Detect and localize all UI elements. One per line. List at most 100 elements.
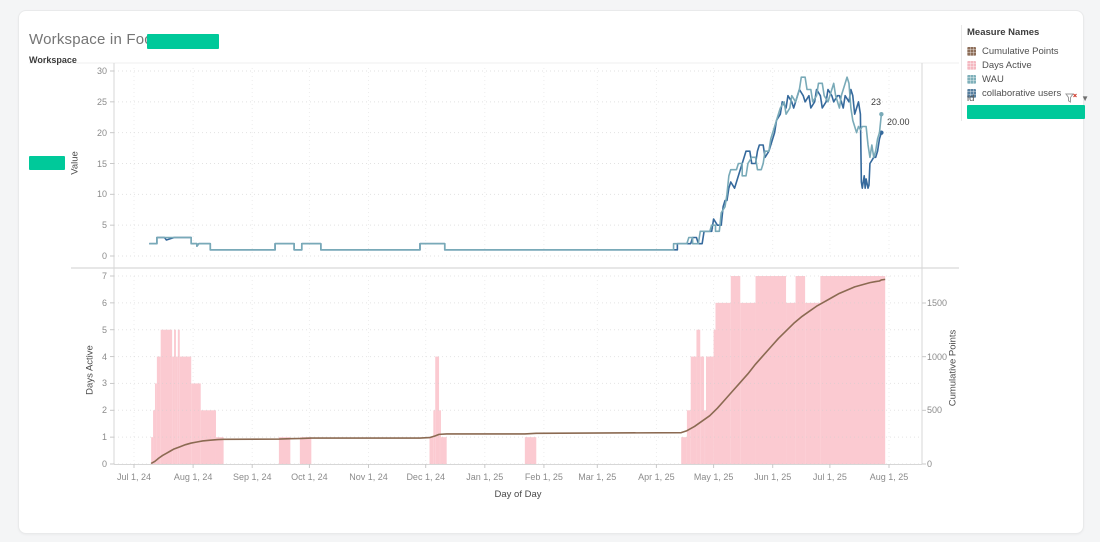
collab-end-value-label: 20.00 <box>887 117 910 127</box>
top-y-tick-label: 20 <box>96 127 107 138</box>
legend-item-days-active[interactable]: Days Active <box>967 58 1089 72</box>
days-active-bar <box>177 329 180 464</box>
days-active-bar <box>820 276 886 464</box>
days-active-bar <box>172 356 175 464</box>
cumulative-points-tick-label: 500 <box>927 405 943 416</box>
days-active-bar <box>435 356 440 464</box>
days-active-tick-label: 7 <box>101 271 107 281</box>
legend-title: Measure Names <box>967 27 1040 38</box>
line-end-marker <box>879 111 884 117</box>
days-active-tick-label: 6 <box>101 297 107 308</box>
sheet-title: Workspace <box>29 55 77 65</box>
chart-canvas <box>29 62 959 468</box>
days-active-bar <box>755 276 787 464</box>
x-axis-tick-label: Mar 1, 25 <box>578 472 617 482</box>
days-active-bar <box>429 437 434 464</box>
days-active-bar <box>686 410 691 464</box>
x-axis-tick-label: Aug 1, 25 <box>869 472 909 482</box>
days-active-bar <box>715 302 731 464</box>
top-y-tick-label: 30 <box>96 66 107 76</box>
days-active-tick-label: 0 <box>101 459 107 469</box>
days-active-bar <box>524 437 537 464</box>
id-filter-redaction-block <box>967 105 1085 119</box>
legend-item-cumulative-points[interactable]: Cumulative Points <box>967 44 1089 58</box>
id-filter[interactable]: id ▼ <box>967 93 1089 104</box>
top-y-tick-label: 5 <box>101 220 107 231</box>
x-axis-tick-label: Jul 1, 25 <box>812 472 847 482</box>
x-axis-tick-label: Dec 1, 24 <box>406 472 445 482</box>
x-axis-tick-label: Jun 1, 25 <box>754 472 792 482</box>
x-axis-tick-label: Apr 1, 25 <box>638 472 675 482</box>
legend-item-wau[interactable]: WAU <box>967 72 1089 86</box>
days-active-bar <box>740 302 756 464</box>
cumulative-points-tick-label: 0 <box>927 459 933 469</box>
legend-item-label: Cumulative Points <box>982 45 1059 57</box>
days-active-bar <box>730 276 741 464</box>
x-axis-tick-label: Nov 1, 24 <box>349 472 388 482</box>
days-active-tick-label: 4 <box>101 351 107 362</box>
collaborative-users-swatch <box>967 88 976 98</box>
days-active-bar <box>439 410 441 464</box>
days-active-bar <box>713 329 716 464</box>
panel-divider <box>961 25 962 121</box>
x-axis-tick-label: Oct 1, 24 <box>291 472 328 482</box>
cumulative-points-swatch <box>967 46 976 56</box>
row-label-redaction-block <box>29 156 65 170</box>
wau-swatch <box>967 74 976 84</box>
top-y-tick-label: 15 <box>96 158 107 169</box>
days-active-bar <box>278 437 291 464</box>
days-active-bar <box>440 437 447 464</box>
x-axis-tick-label: May 1, 25 <box>693 472 734 482</box>
legend-item-label: collaborative users <box>982 87 1062 99</box>
x-axis-tick-label: Sep 1, 24 <box>232 472 272 482</box>
dashboard-card: Workspace in Focus Workspace Value Days … <box>18 10 1089 534</box>
days-active-bar <box>191 383 201 464</box>
days-active-bar <box>151 437 154 464</box>
days-active-bar <box>704 410 706 464</box>
days-active-bar <box>299 437 312 464</box>
days-active-bar <box>175 356 178 464</box>
x-axis-tick-label: Jan 1, 25 <box>466 472 504 482</box>
days-active-bar <box>200 410 216 464</box>
days-active-bar <box>795 276 806 464</box>
days-active-bar <box>690 356 697 464</box>
cumulative-points-tick-label: 1500 <box>927 298 948 308</box>
measure-names-legend: Measure Names Cumulative Points Days Act… <box>967 27 1089 100</box>
days-active-bar <box>705 356 714 464</box>
legend-item-collaborative-users[interactable]: collaborative users <box>967 86 1089 100</box>
days-active-bar <box>160 329 173 464</box>
days-active-bar <box>681 437 687 464</box>
x-axis-tick-label: Aug 1, 24 <box>173 472 213 482</box>
collaborative-users-line <box>149 88 883 251</box>
days-active-swatch <box>967 60 976 70</box>
top-y-tick-label: 0 <box>101 251 107 261</box>
days-active-bar <box>179 356 192 464</box>
wau-end-value-label: 23 <box>871 97 882 107</box>
x-axis-tick-label: Jul 1, 24 <box>116 472 152 482</box>
exclude-filter-icon[interactable] <box>1065 93 1077 104</box>
days-active-tick-label: 3 <box>101 378 107 389</box>
days-active-bar <box>696 329 701 464</box>
cumulative-points-line <box>150 278 886 465</box>
days-active-bar <box>174 329 176 464</box>
days-active-tick-label: 2 <box>101 405 107 416</box>
days-active-tick-label: 5 <box>101 324 107 335</box>
title-redaction-block <box>147 34 219 49</box>
bottom-right-y-axis-title: Cumulative Points <box>947 329 959 407</box>
wau-line <box>149 76 883 251</box>
cumulative-points-tick-label: 1000 <box>927 351 948 362</box>
days-active-tick-label: 1 <box>101 432 107 443</box>
days-active-bar <box>805 302 821 464</box>
x-axis-tick-label: Feb 1, 25 <box>524 472 563 482</box>
top-y-tick-label: 25 <box>96 96 107 107</box>
legend-item-label: WAU <box>982 73 1004 85</box>
legend-item-label: Days Active <box>982 59 1032 71</box>
chevron-down-icon[interactable]: ▼ <box>1081 94 1089 103</box>
x-axis-title: Day of Day <box>494 489 542 500</box>
days-active-bar <box>154 383 157 464</box>
id-filter-label: id <box>967 93 975 104</box>
days-active-bar <box>215 437 224 464</box>
page-title: Workspace in Focus <box>29 31 169 48</box>
top-y-tick-label: 10 <box>96 189 107 200</box>
